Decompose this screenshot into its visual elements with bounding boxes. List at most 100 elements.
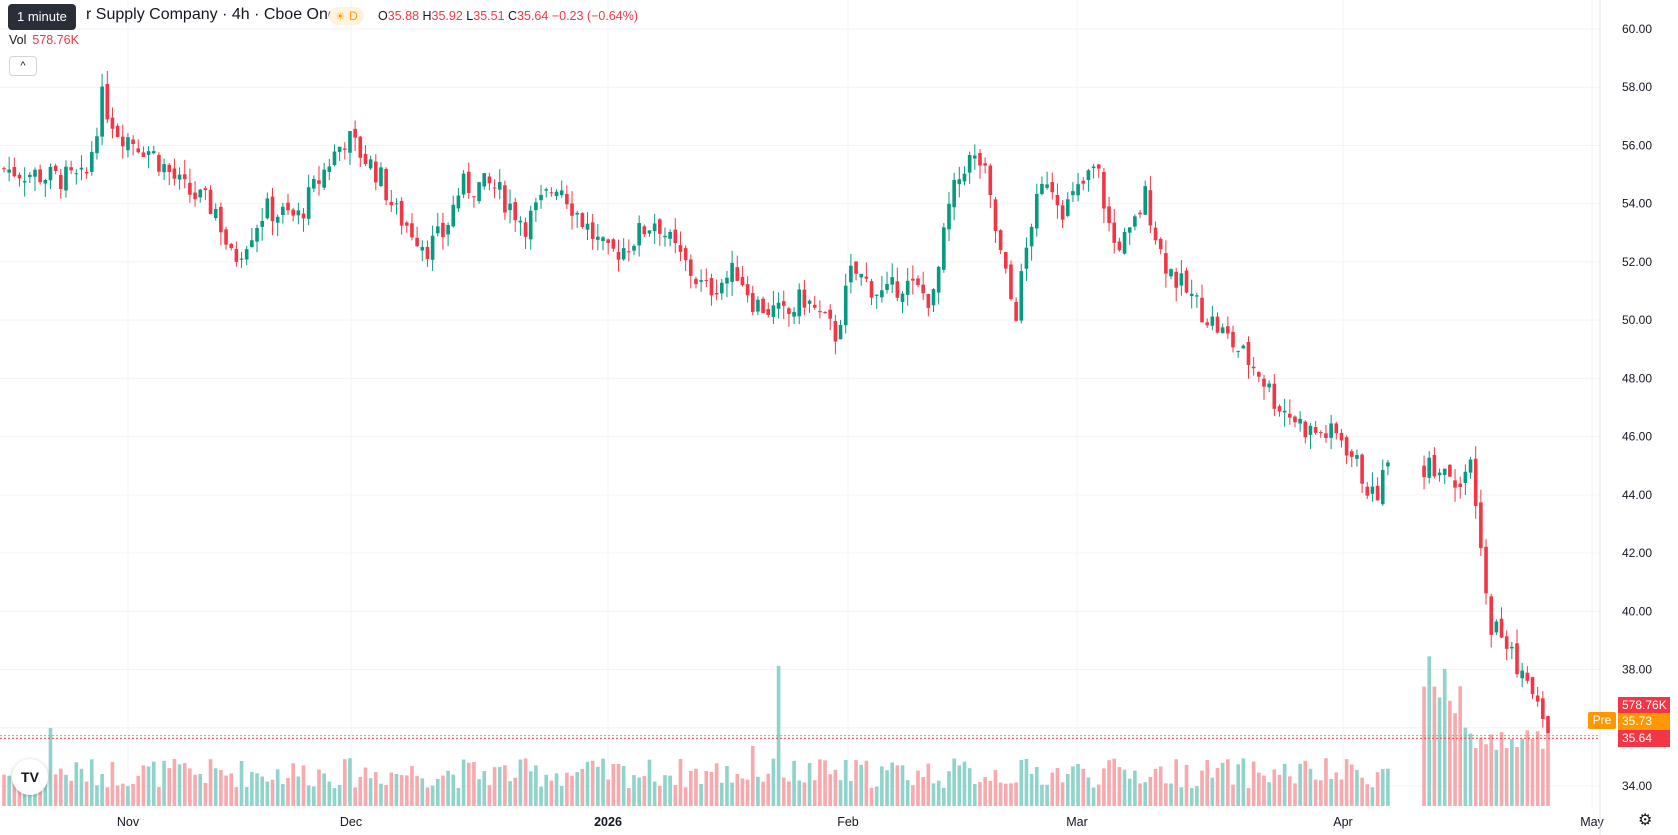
volume-bar — [1525, 730, 1530, 806]
candle-body — [1231, 331, 1235, 348]
volume-bar — [79, 768, 84, 806]
candle-body — [38, 169, 42, 183]
volume-bar — [549, 780, 554, 806]
candle-body — [265, 198, 270, 219]
candle-body — [260, 220, 265, 227]
volume-bar — [818, 759, 822, 806]
candle-body — [942, 227, 946, 270]
candle-body — [1463, 471, 1468, 484]
volume-bar — [596, 766, 600, 806]
volume-bar — [188, 768, 192, 806]
candle-body — [792, 311, 796, 317]
candle-body — [688, 259, 693, 276]
volume-bar — [1184, 764, 1189, 806]
volume-bar — [585, 761, 590, 806]
volume-bar — [430, 785, 435, 806]
candle-body — [151, 151, 156, 154]
volume-bar — [482, 771, 487, 806]
candle-body — [1127, 227, 1132, 233]
volume-bar — [1210, 777, 1215, 806]
candle-body — [652, 223, 657, 232]
candle-body — [1076, 184, 1080, 196]
volume-bar — [239, 760, 244, 806]
candle-body — [1148, 190, 1153, 226]
tradingview-logo[interactable]: TV — [12, 759, 48, 795]
candle-body — [244, 249, 249, 260]
volume-bar — [926, 763, 931, 806]
volume-bar — [301, 765, 306, 806]
volume-bar — [528, 771, 533, 806]
symbol-title[interactable]: r Supply Company · 4h · Cboe One — [86, 6, 337, 23]
volume-bar — [1133, 770, 1137, 806]
volume-bar — [182, 763, 187, 806]
volume-bar — [322, 773, 326, 806]
volume-bar — [1236, 764, 1240, 806]
settings-gear-icon[interactable]: ⚙ — [1638, 812, 1653, 829]
candle-body — [978, 152, 982, 166]
volume-bar — [404, 775, 409, 806]
volume-bar — [343, 759, 347, 806]
volume-bar — [627, 787, 631, 806]
candle-body — [22, 180, 27, 183]
candle-body — [1375, 485, 1380, 501]
volume-bar — [466, 762, 471, 806]
candle-body — [1546, 716, 1550, 740]
ohlc-legend: O35.88 H35.92 L35.51 C35.64 −0.23 (−0.64… — [378, 9, 638, 23]
candle-body — [141, 152, 146, 157]
candle-body — [1205, 322, 1209, 326]
candle-body — [172, 168, 177, 179]
volume-bar — [1034, 767, 1039, 806]
candle-body — [33, 169, 37, 177]
candle-body — [947, 203, 951, 230]
candle-body — [312, 178, 316, 189]
candle-body — [1174, 271, 1179, 288]
volume-label: Vol — [9, 33, 27, 47]
volume-bar — [410, 766, 414, 806]
candle-body — [1003, 251, 1008, 269]
volume-bar — [900, 765, 905, 806]
volume-bar — [962, 761, 967, 806]
candle-body — [921, 284, 925, 294]
candle-body — [952, 179, 956, 208]
open-label: O — [378, 9, 388, 23]
candle-body — [807, 300, 812, 304]
candle-body — [818, 311, 822, 313]
volume-bar — [255, 773, 259, 806]
volume-bar — [1060, 782, 1065, 806]
volume-bar — [1329, 778, 1333, 806]
candle-body — [880, 290, 884, 298]
candle-body — [74, 173, 79, 175]
volume-bar — [1282, 763, 1287, 806]
candle-body — [854, 261, 858, 274]
candle-body — [828, 309, 833, 319]
candle-body — [1318, 432, 1323, 434]
candle-body — [730, 262, 734, 282]
candle-body — [1437, 472, 1442, 476]
candle-body — [668, 231, 672, 239]
session-indicator[interactable]: ☀ D — [329, 7, 364, 25]
candle-body — [1515, 643, 1519, 675]
candle-body — [17, 174, 22, 179]
interval-tooltip: 1 minute — [8, 4, 76, 30]
volume-bar — [554, 773, 559, 806]
candle-body — [229, 243, 234, 249]
candle-body — [1102, 171, 1106, 209]
candle-body — [208, 189, 213, 214]
volume-bar — [1463, 727, 1468, 806]
candle-body — [477, 182, 481, 202]
volume-bar — [1014, 782, 1018, 806]
candle-body — [1029, 226, 1034, 247]
candle-body — [1014, 301, 1018, 321]
collapse-legend-button[interactable]: ^ — [9, 56, 37, 76]
close-label: C — [508, 9, 518, 23]
candle-body — [327, 166, 332, 172]
candle-body — [580, 213, 585, 227]
volume-bar — [384, 784, 388, 806]
volume-bar — [394, 774, 399, 806]
candle-body — [647, 230, 652, 234]
candle-body — [219, 206, 223, 233]
volume-bar — [1024, 758, 1029, 806]
volume-bar — [1360, 777, 1364, 806]
